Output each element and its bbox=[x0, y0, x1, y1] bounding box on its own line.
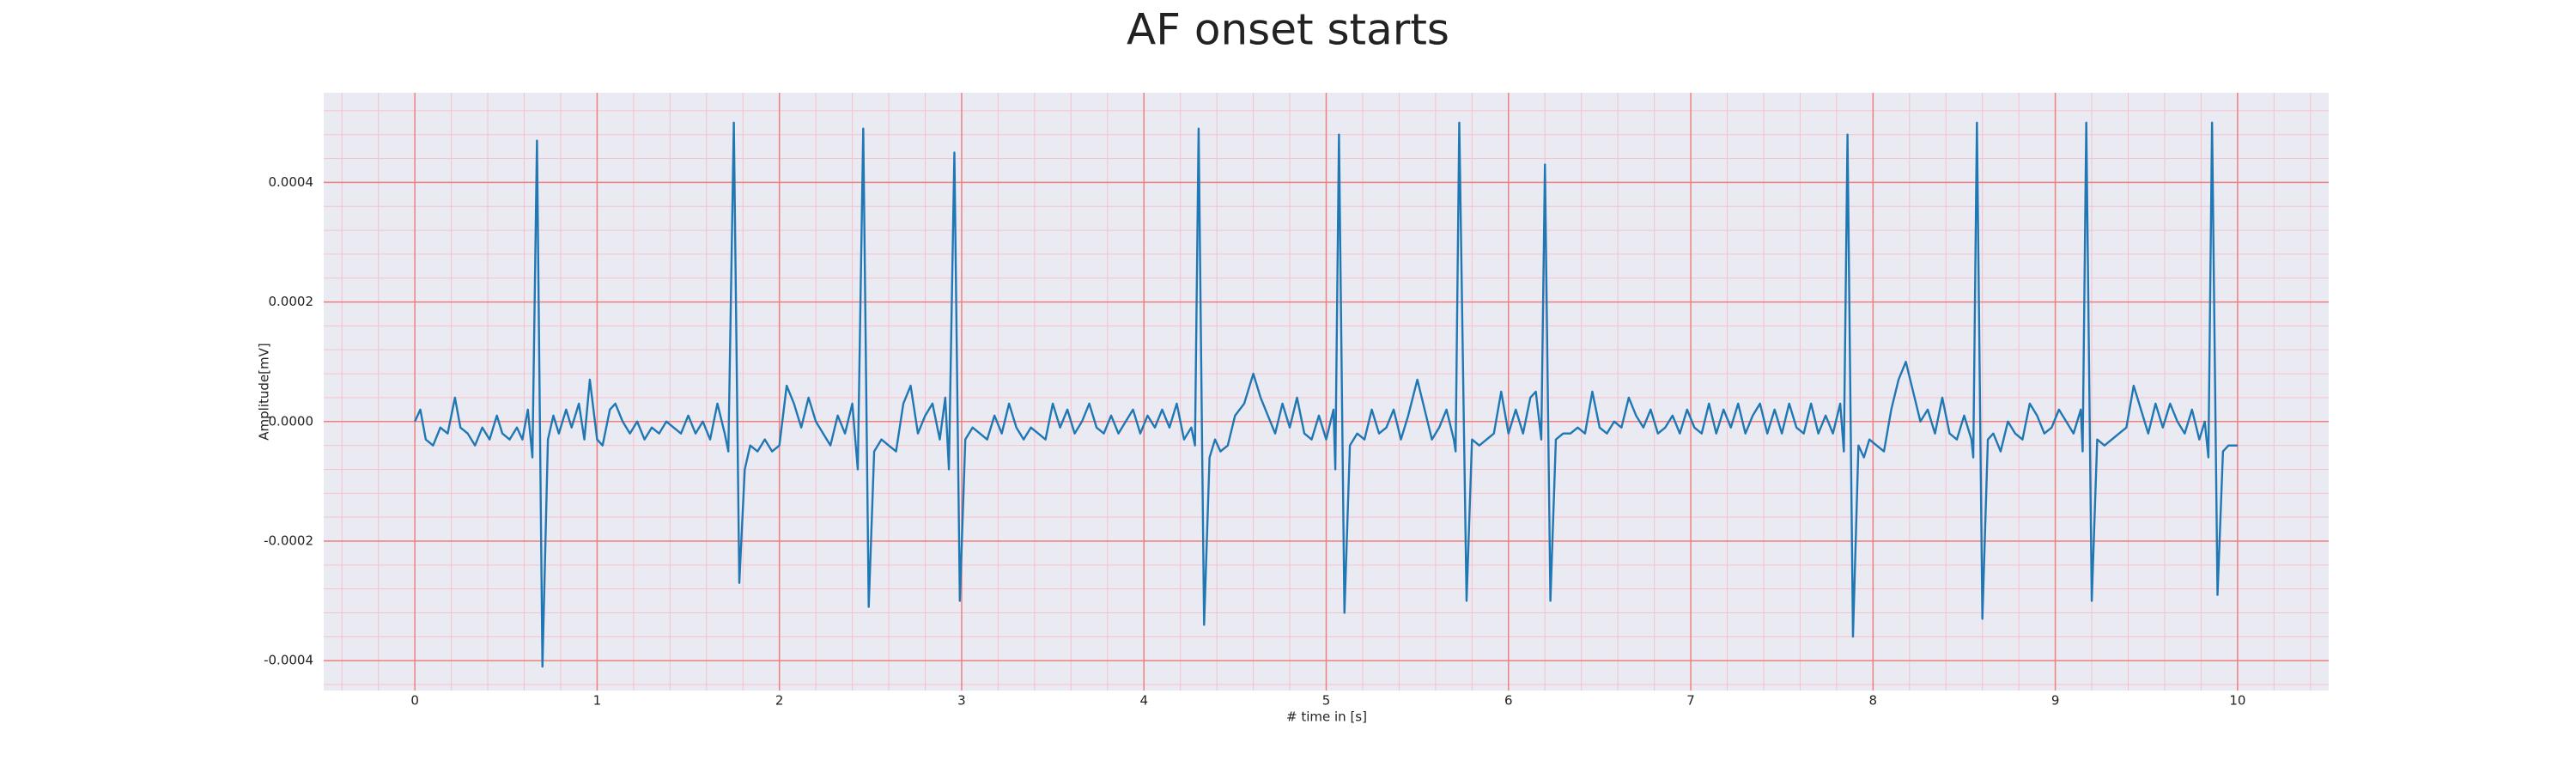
x-tick-label: 2 bbox=[775, 693, 784, 709]
grid bbox=[324, 93, 2329, 691]
x-tick-label: 8 bbox=[1869, 693, 1878, 709]
x-tick-label: 10 bbox=[2229, 693, 2245, 709]
chart-title: AF onset starts bbox=[1127, 5, 1449, 55]
marks bbox=[414, 121, 2238, 668]
y-tick-label: 0.0002 bbox=[269, 294, 314, 309]
x-tick-label: 6 bbox=[1504, 693, 1513, 709]
y-tick-label: -0.0002 bbox=[264, 533, 313, 549]
x-axis-label: # time in [s] bbox=[1286, 709, 1367, 725]
x-tick-label: 1 bbox=[593, 693, 602, 709]
x-tick-label: 3 bbox=[957, 693, 966, 709]
x-tick-label: 5 bbox=[1322, 693, 1331, 709]
y-tick-label: 0.0000 bbox=[269, 413, 314, 429]
x-tick-label: 0 bbox=[410, 693, 419, 709]
y-tick-label: -0.0004 bbox=[264, 653, 313, 668]
x-tick-label: 7 bbox=[1686, 693, 1695, 709]
y-axis-label: Amplitude[mV] bbox=[257, 343, 272, 440]
y-tick-label: 0.0004 bbox=[269, 174, 314, 190]
x-tick-label: 4 bbox=[1139, 693, 1148, 709]
ecg-line bbox=[414, 121, 2238, 668]
x-tick-label: 9 bbox=[2051, 693, 2060, 709]
